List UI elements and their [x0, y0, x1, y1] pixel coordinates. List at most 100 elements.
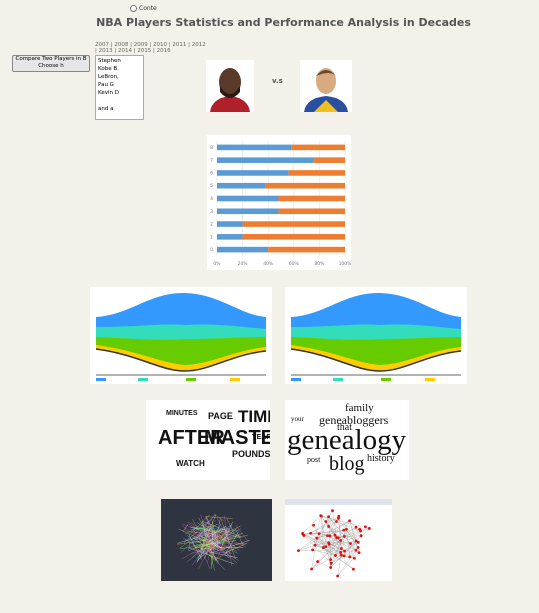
- bar-segment: [217, 195, 279, 202]
- network-node: [313, 543, 317, 547]
- network-edge: [329, 527, 357, 545]
- player-list[interactable]: Stephen Kobe B. LeBron, Pau G Kevin D an…: [95, 55, 144, 120]
- network-edge: [320, 515, 331, 568]
- radio-option[interactable]: Conte: [130, 5, 157, 12]
- network-edge: [186, 534, 226, 571]
- x-tick-label: 80%: [314, 261, 325, 267]
- cloud-word: post: [307, 455, 321, 464]
- network-edge: [200, 545, 208, 550]
- network-edge: [196, 532, 201, 540]
- network-edge: [193, 519, 212, 533]
- cloud-word: MINUTES: [166, 410, 198, 417]
- network-edge: [188, 525, 241, 551]
- network-edge: [321, 516, 324, 548]
- network-node: [315, 536, 319, 540]
- network-node: [359, 534, 363, 538]
- network-edge: [212, 543, 232, 554]
- network-edge: [316, 520, 350, 539]
- network-edge: [200, 532, 220, 543]
- network-node: [324, 545, 328, 549]
- network-edge: [198, 529, 229, 560]
- cloud-word: your: [291, 415, 304, 423]
- player-option[interactable]: LeBron,: [98, 74, 119, 80]
- network-edge: [193, 534, 248, 549]
- bar-segment: [268, 246, 345, 253]
- network-node: [339, 551, 343, 554]
- network-edge: [323, 535, 328, 548]
- network-node: [321, 546, 325, 550]
- network-node: [329, 566, 333, 569]
- network-edge: [325, 535, 362, 547]
- network-edge: [302, 515, 321, 534]
- stacked-bar-chart: 0% 20% 40% 60% 80% 100% 0 1 2 3 4 5 6 7 8: [207, 135, 351, 270]
- network-edge: [337, 555, 342, 577]
- network-edge: [185, 530, 232, 539]
- player-photo: [300, 60, 352, 112]
- player-option[interactable]: Kobe B.: [98, 66, 119, 72]
- cloud-word: POUNDS: [232, 449, 270, 459]
- network-edge: [321, 515, 370, 529]
- network-node: [348, 555, 352, 559]
- y-tick-label: 6: [210, 170, 213, 176]
- network-node: [337, 516, 340, 520]
- network-node: [335, 520, 338, 523]
- network-edge: [325, 540, 341, 547]
- network-node: [349, 542, 352, 545]
- year-links[interactable]: 2007 | 2008 | 2009 | 2010 | 2011 | 2012 …: [95, 42, 206, 54]
- network-node: [297, 549, 300, 553]
- player-option[interactable]: Kevin D: [98, 90, 119, 96]
- player-option[interactable]: and a: [98, 106, 114, 112]
- network-edge: [211, 542, 214, 545]
- network-edge: [331, 550, 345, 564]
- radio-dot[interactable]: [130, 5, 137, 12]
- y-tick-label: 3: [210, 209, 213, 215]
- network-edge: [195, 530, 211, 544]
- network-edge: [195, 547, 215, 551]
- network-node: [311, 548, 315, 552]
- network-graph: [285, 499, 392, 581]
- bar-segment: [242, 221, 345, 227]
- y-tick-label: 7: [210, 158, 213, 164]
- network-edge: [303, 535, 332, 564]
- cloud-word: YEARS: [252, 434, 270, 441]
- network-edge: [311, 540, 341, 570]
- network-edge: [298, 520, 350, 551]
- versus-label: v.s: [272, 77, 283, 85]
- network-node: [354, 548, 358, 552]
- network-edge: [298, 521, 337, 551]
- network-edge: [177, 527, 230, 544]
- network-edge: [220, 521, 233, 549]
- network-node: [339, 553, 343, 557]
- network-edge: [206, 537, 211, 548]
- network-node: [336, 536, 340, 540]
- network-edge: [344, 535, 362, 537]
- cloud-word: geneabloggers: [319, 413, 389, 427]
- network-edge: [221, 533, 243, 541]
- network-edge: [190, 545, 222, 554]
- network-edge: [331, 540, 341, 564]
- network-edge: [207, 544, 213, 563]
- network-node: [364, 525, 367, 529]
- y-tick-label: 8: [210, 145, 213, 151]
- y-tick-label: 5: [210, 183, 213, 189]
- cloud-word: history: [367, 453, 395, 464]
- network-edge: [337, 550, 357, 577]
- network-edge: [298, 528, 370, 551]
- cloud-word: WATCH: [176, 459, 205, 468]
- network-edge: [205, 523, 218, 532]
- streamgraph: [285, 287, 467, 384]
- player-option[interactable]: Pau G: [98, 82, 114, 88]
- bar-segment: [217, 157, 313, 163]
- network-edge: [205, 514, 216, 526]
- network-edge: [312, 515, 321, 550]
- network-node: [356, 546, 360, 549]
- compare-button[interactable]: Compare Two Players in B Choose h: [12, 55, 90, 72]
- network-edge: [314, 520, 350, 546]
- bar-segment: [217, 246, 269, 253]
- network-edge: [344, 540, 357, 556]
- cloud-word: MASTER: [204, 427, 270, 449]
- player-option[interactable]: Stephen: [98, 58, 121, 64]
- cloud-word: TIME: [238, 407, 270, 426]
- network-node: [339, 547, 343, 550]
